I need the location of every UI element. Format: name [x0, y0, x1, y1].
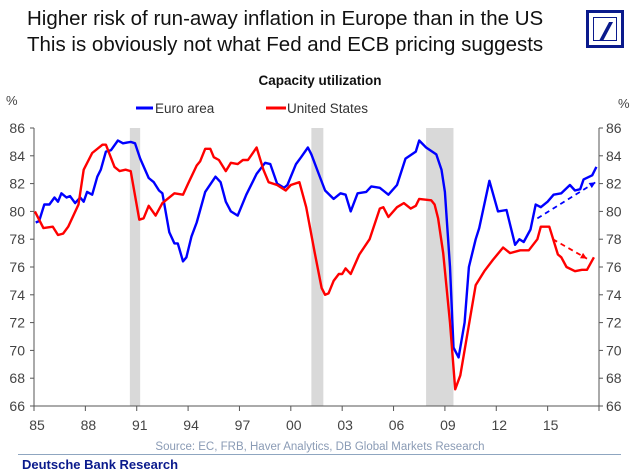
- deutsche-bank-logo: [586, 10, 624, 48]
- y-tick-label-left: 78: [9, 231, 25, 247]
- x-tick-label: 12: [491, 417, 507, 433]
- y-tick-label-left: 80: [9, 203, 25, 219]
- y-tick-label-right: 76: [606, 259, 622, 275]
- x-tick-label: 85: [29, 417, 45, 433]
- series-line-euro-area: [35, 139, 598, 359]
- series-line-united-states: [33, 143, 595, 391]
- annotations: [536, 181, 597, 260]
- recession-band: [129, 128, 141, 406]
- y-tick-label-left: 72: [9, 315, 25, 331]
- legend-label-us: United States: [287, 101, 368, 116]
- footer-text: Deutsche Bank Research: [22, 457, 179, 472]
- source-note: Source: EC, FRB, Haver Analytics, DB Glo…: [155, 441, 484, 453]
- recession-bands: [129, 128, 454, 406]
- y-tick-label-right: 78: [606, 231, 622, 247]
- y-tick-label-right: 68: [606, 370, 622, 386]
- x-tick-label: 88: [81, 417, 97, 433]
- y-tick-label-left: 82: [9, 176, 25, 192]
- x-tick-label: 94: [183, 417, 199, 433]
- y-tick-label-left: 84: [9, 148, 25, 164]
- headline-line-1: Higher risk of run-away inflation in Eur…: [27, 7, 544, 30]
- axes: 66 66 68 68 70 70 72 72 74 74 76 76 78 78 80 80 82 82 84 84…: [9, 120, 621, 433]
- y-axis-unit-left: %: [6, 93, 18, 108]
- y-tick-label-right: 86: [606, 120, 622, 136]
- y-tick-label-right: 70: [606, 342, 622, 358]
- headline: Higher risk of run-away inflation in Eur…: [27, 6, 543, 58]
- trend-arrow-head: [588, 182, 596, 189]
- x-tick-label: 03: [337, 417, 353, 433]
- y-axis-unit-right: %: [618, 96, 630, 111]
- headline-line-2: This is obviously not what Fed and ECB p…: [27, 33, 544, 56]
- footer-divider: [18, 454, 621, 455]
- y-tick-label-right: 66: [606, 398, 622, 414]
- y-tick-label-right: 84: [606, 148, 622, 164]
- x-tick-label: 15: [543, 417, 559, 433]
- y-tick-label-left: 70: [9, 342, 25, 358]
- y-tick-label-left: 76: [9, 259, 25, 275]
- y-tick-label-left: 74: [9, 287, 25, 303]
- x-tick-label: 09: [440, 417, 456, 433]
- y-tick-label-right: 72: [606, 315, 622, 331]
- trend-arrow-line: [552, 238, 588, 260]
- y-tick-label-right: 80: [606, 203, 622, 219]
- legend: Euro area United States: [136, 101, 368, 116]
- series-lines: [33, 139, 598, 391]
- y-tick-label-left: 86: [9, 120, 25, 136]
- x-tick-label: 06: [389, 417, 405, 433]
- y-tick-label-right: 82: [606, 176, 622, 192]
- y-tick-label-left: 68: [9, 370, 25, 386]
- y-tick-label-right: 74: [606, 287, 622, 303]
- trend-arrow-line: [536, 181, 597, 220]
- x-tick-label: 00: [286, 417, 302, 433]
- x-tick-label: 97: [235, 417, 251, 433]
- legend-label-euro: Euro area: [155, 101, 215, 116]
- trend-arrow-head: [580, 252, 588, 259]
- y-tick-label-left: 66: [9, 398, 25, 414]
- chart-title: Capacity utilization: [258, 73, 381, 88]
- x-tick-label: 91: [132, 417, 148, 433]
